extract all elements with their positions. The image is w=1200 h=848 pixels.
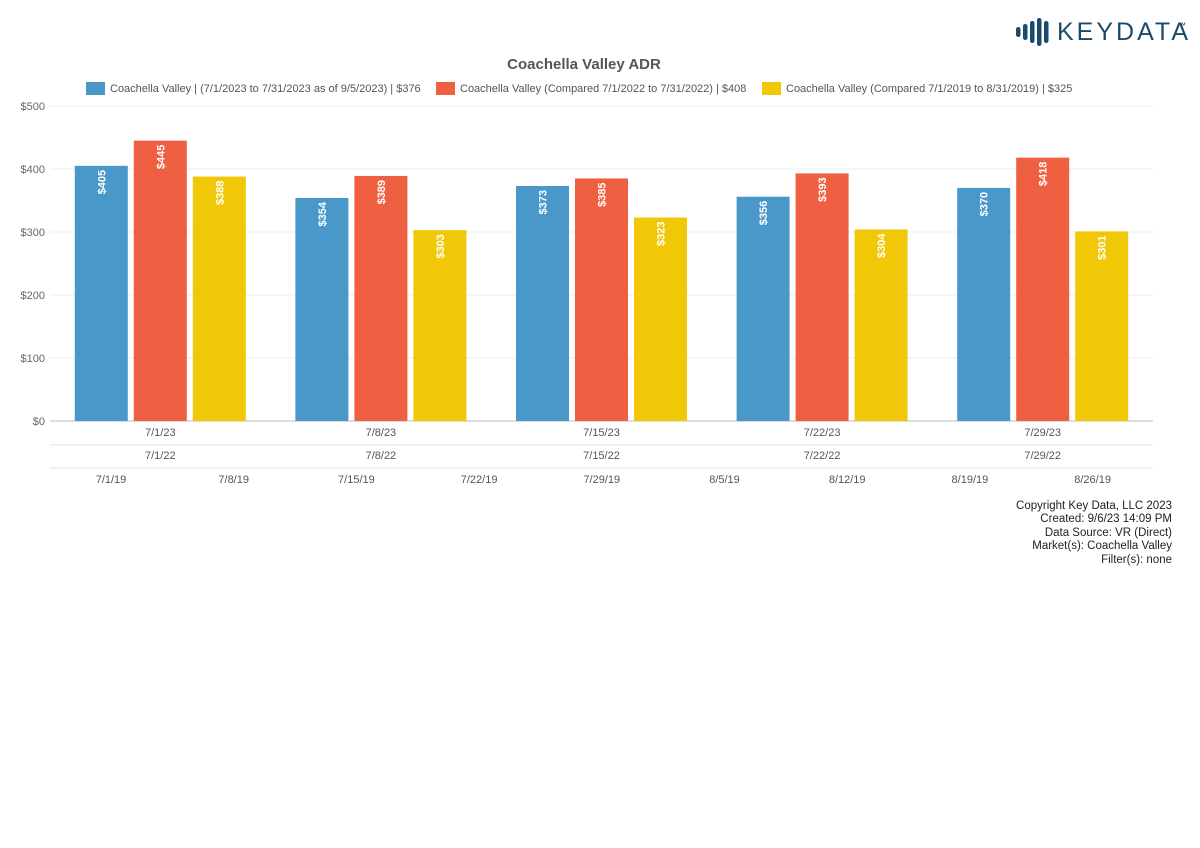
data-label: $393 bbox=[817, 177, 829, 201]
data-label: $385 bbox=[597, 182, 609, 206]
x-tick-label-2019: 8/12/19 bbox=[829, 474, 866, 486]
legend-label: Coachella Valley (Compared 7/1/2022 to 7… bbox=[460, 83, 746, 95]
x-tick-label-2022: 7/22/22 bbox=[804, 450, 841, 462]
chart-title: Coachella Valley ADR bbox=[507, 56, 661, 73]
y-tick-label: $500 bbox=[21, 101, 45, 113]
y-axis: $0 $100 $200 $300 $400 $500 bbox=[21, 101, 45, 428]
x-tick-label-2023: 7/29/23 bbox=[1024, 427, 1061, 439]
data-label: $303 bbox=[435, 234, 447, 258]
bar bbox=[1016, 157, 1070, 421]
bar bbox=[516, 186, 569, 421]
data-label: $370 bbox=[979, 192, 991, 216]
x-tick-label-2023: 7/1/23 bbox=[145, 427, 176, 439]
x-tick-label-2019: 7/8/19 bbox=[218, 474, 249, 486]
logo-tm: ™ bbox=[1178, 21, 1186, 30]
x-tick-label-2023: 7/22/23 bbox=[804, 427, 841, 439]
logo-bars-icon bbox=[1016, 18, 1049, 46]
bar bbox=[354, 175, 408, 421]
data-label: $304 bbox=[876, 233, 888, 258]
data-label: $445 bbox=[155, 145, 167, 169]
y-tick-label: $200 bbox=[21, 290, 45, 302]
y-tick-label: $100 bbox=[21, 353, 45, 365]
bar bbox=[192, 176, 246, 421]
x-tick-label-2023: 7/15/23 bbox=[583, 427, 620, 439]
logo-bar bbox=[1030, 21, 1035, 43]
x-tick-label-2019: 7/15/19 bbox=[338, 474, 375, 486]
keydata-logo: KEYDATA ™ bbox=[1016, 18, 1191, 46]
legend-label: Coachella Valley (Compared 7/1/2019 to 8… bbox=[786, 83, 1072, 95]
bar bbox=[575, 178, 628, 421]
bar bbox=[634, 217, 687, 421]
footer-copyright: Copyright Key Data, LLC 2023 bbox=[1016, 500, 1172, 512]
footer-created: Created: 9/6/23 14:09 PM bbox=[1040, 513, 1172, 526]
data-label: $388 bbox=[214, 181, 226, 205]
logo-bar bbox=[1044, 21, 1049, 43]
x-tick-label-2022: 7/29/22 bbox=[1024, 450, 1061, 462]
footer-source: Data Source: VR (Direct) bbox=[1044, 526, 1172, 539]
x-tick-label-2022: 7/8/22 bbox=[366, 450, 397, 462]
logo-bar bbox=[1023, 24, 1028, 40]
x-tick-label-2023: 7/8/23 bbox=[366, 427, 397, 439]
x-tick-label-2022: 7/15/22 bbox=[583, 450, 620, 462]
data-label: $418 bbox=[1038, 162, 1050, 186]
data-label: $301 bbox=[1097, 235, 1109, 259]
bar bbox=[413, 230, 467, 421]
logo-bar bbox=[1016, 27, 1021, 37]
bar bbox=[1075, 231, 1129, 421]
footer-filters: Filter(s): none bbox=[1101, 553, 1172, 566]
legend-swatch bbox=[762, 82, 781, 95]
x-axis: 7/1/23 7/1/22 7/8/23 7/8/22 7/15/23 7/15/22 7/… bbox=[50, 427, 1153, 486]
data-label: $356 bbox=[758, 201, 770, 225]
bar bbox=[854, 229, 908, 421]
x-tick-label-2022: 7/1/22 bbox=[145, 450, 176, 462]
footer-markets: Market(s): Coachella Valley bbox=[1032, 540, 1172, 553]
legend: Coachella Valley | (7/1/2023 to 7/31/202… bbox=[86, 82, 1072, 95]
y-tick-label: $400 bbox=[21, 164, 45, 176]
data-label: $354 bbox=[317, 201, 329, 226]
x-tick-label-2019: 8/5/19 bbox=[709, 474, 740, 486]
bar bbox=[736, 196, 790, 421]
legend-label: Coachella Valley | (7/1/2023 to 7/31/202… bbox=[110, 83, 421, 95]
x-tick-label-2019: 7/29/19 bbox=[583, 474, 620, 486]
logo-text: KEYDATA bbox=[1057, 18, 1191, 46]
data-label: $389 bbox=[376, 180, 388, 204]
y-tick-label: $0 bbox=[33, 416, 45, 428]
x-tick-label-2019: 7/1/19 bbox=[96, 474, 127, 486]
bar bbox=[795, 173, 849, 421]
x-tick-label-2019: 7/22/19 bbox=[461, 474, 498, 486]
bar bbox=[133, 140, 187, 421]
bar bbox=[295, 197, 349, 421]
logo-bar bbox=[1037, 18, 1042, 46]
data-label: $323 bbox=[656, 222, 668, 246]
data-label: $405 bbox=[96, 170, 108, 194]
x-tick-label-2019: 8/19/19 bbox=[952, 474, 989, 486]
legend-swatch bbox=[436, 82, 455, 95]
bar bbox=[957, 187, 1011, 421]
x-tick-label-2019: 8/26/19 bbox=[1074, 474, 1111, 486]
y-tick-label: $300 bbox=[21, 227, 45, 239]
bars: $405 $445 $388 $354 $389 $303 $373 $385 $323 $356… bbox=[74, 140, 1129, 421]
data-label: $373 bbox=[538, 190, 550, 214]
footer-info: Copyright Key Data, LLC 2023 Created: 9/… bbox=[1016, 500, 1172, 567]
bar bbox=[74, 165, 128, 421]
legend-swatch bbox=[86, 82, 105, 95]
